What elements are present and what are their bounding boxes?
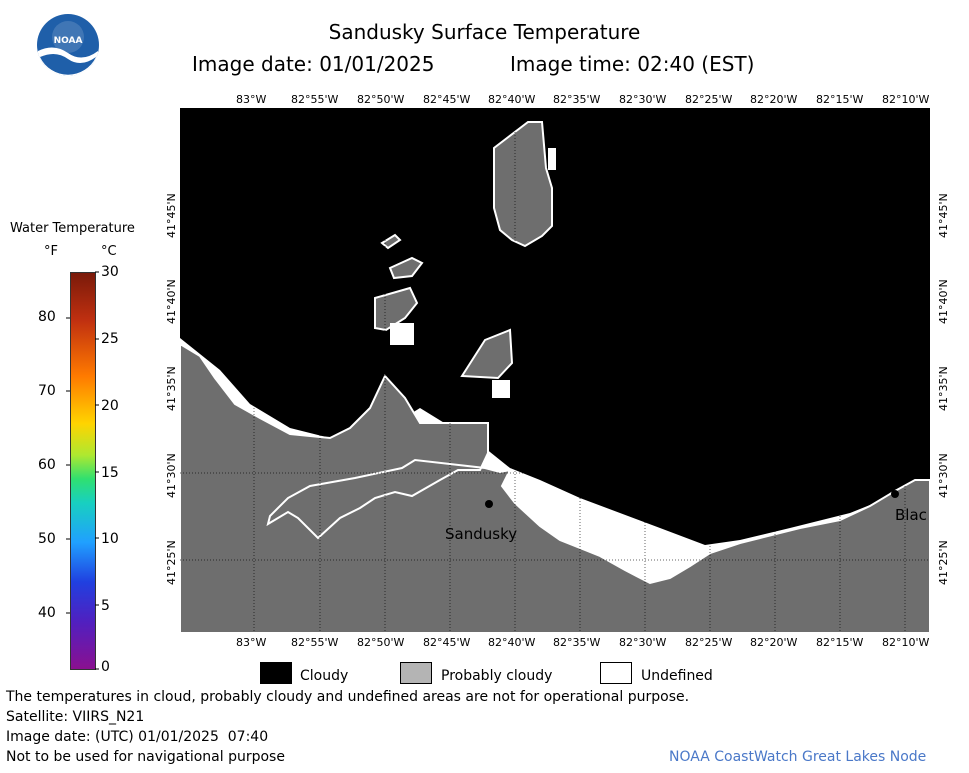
place-label-blac: Blac — [895, 506, 927, 524]
lat-label-left: 41°40'N — [165, 279, 178, 324]
image-time: Image time: 02:40 (EST) — [510, 52, 755, 76]
legend-swatch-undefined — [600, 662, 632, 684]
f-tick-40: 40 — [38, 605, 56, 621]
blac-marker — [891, 490, 899, 498]
probably-cloudy-land — [180, 342, 930, 633]
c-tick-5: 5 — [101, 598, 110, 614]
island-north — [493, 121, 553, 248]
lat-label-right: 41°45'N — [937, 193, 950, 238]
island-west-3 — [380, 233, 402, 250]
lon-label-bottom: 82°55'W — [291, 636, 339, 649]
legend-label-cloudy: Cloudy — [300, 668, 349, 684]
legend-label-probably-cloudy: Probably cloudy — [441, 668, 553, 684]
navigation-warning: Not to be used for navigational purpose — [6, 749, 285, 765]
lon-label-bottom: 83°W — [236, 636, 267, 649]
c-tick-30: 30 — [101, 264, 119, 280]
lon-label-top: 82°45'W — [423, 93, 471, 106]
undefined-patch — [548, 148, 556, 170]
lon-label-bottom: 82°15'W — [816, 636, 864, 649]
colorbar-unit-f: °F — [44, 244, 58, 259]
legend-swatch-probably-cloudy — [400, 662, 432, 684]
legend-swatch-cloudy — [260, 662, 292, 684]
lat-label-left: 41°25'N — [165, 540, 178, 585]
lon-label-top: 82°25'W — [685, 93, 733, 106]
f-tick-50: 50 — [38, 531, 56, 547]
lon-label-top: 82°40'W — [488, 93, 536, 106]
legend-label-undefined: Undefined — [641, 668, 713, 684]
lon-label-bottom: 82°10'W — [882, 636, 930, 649]
image-date: Image date: 01/01/2025 — [192, 52, 435, 76]
graticule — [180, 108, 930, 633]
lon-label-top: 82°50'W — [357, 93, 405, 106]
f-tick-70: 70 — [38, 383, 56, 399]
noaa-logo: NOAA — [37, 14, 99, 77]
c-tick-25: 25 — [101, 331, 119, 347]
colorbar-unit-c: °C — [101, 244, 117, 259]
lon-label-top: 82°30'W — [619, 93, 667, 106]
island-west-1 — [374, 286, 419, 332]
lat-label-right: 41°35'N — [937, 366, 950, 411]
lat-label-right: 41°40'N — [937, 279, 950, 324]
lon-label-top: 83°W — [236, 93, 267, 106]
lon-label-bottom: 82°20'W — [750, 636, 798, 649]
lat-label-right: 41°30'N — [937, 453, 950, 498]
svg-text:NOAA: NOAA — [54, 36, 83, 46]
lon-label-top: 82°15'W — [816, 93, 864, 106]
page-title: Sandusky Surface Temperature — [328, 20, 641, 44]
map-area — [180, 108, 930, 633]
utc-date-text: Image date: (UTC) 01/01/2025 07:40 — [6, 729, 269, 745]
lat-label-right: 41°25'N — [937, 540, 950, 585]
lon-label-top: 82°10'W — [882, 93, 930, 106]
lat-label-left: 41°35'N — [165, 366, 178, 411]
lon-label-top: 82°35'W — [553, 93, 601, 106]
undefined-patch — [492, 380, 510, 398]
c-tick-20: 20 — [101, 398, 119, 414]
lon-label-bottom: 82°50'W — [357, 636, 405, 649]
island-middle — [460, 328, 514, 380]
lon-label-bottom: 82°30'W — [619, 636, 667, 649]
f-tick-80: 80 — [38, 309, 56, 325]
satellite-text: Satellite: VIIRS_N21 — [6, 709, 145, 725]
credit-link[interactable]: NOAA CoastWatch Great Lakes Node — [669, 749, 927, 765]
sandusky-marker — [485, 500, 493, 508]
lon-label-top: 82°55'W — [291, 93, 339, 106]
place-label-sandusky: Sandusky — [445, 525, 518, 543]
undefined-patch — [390, 323, 414, 345]
colorbar-ticks — [66, 271, 99, 670]
c-tick-0: 0 — [101, 659, 110, 675]
f-tick-60: 60 — [38, 457, 56, 473]
lon-label-top: 82°20'W — [750, 93, 798, 106]
lon-label-bottom: 82°35'W — [553, 636, 601, 649]
disclaimer-text: The temperatures in cloud, probably clou… — [6, 689, 690, 705]
lat-label-left: 41°45'N — [165, 193, 178, 238]
colorbar — [70, 272, 96, 670]
lon-label-bottom: 82°45'W — [423, 636, 471, 649]
c-tick-10: 10 — [101, 531, 119, 547]
colorbar-title: Water Temperature — [10, 221, 135, 236]
c-tick-15: 15 — [101, 465, 119, 481]
lat-label-left: 41°30'N — [165, 453, 178, 498]
lon-label-bottom: 82°40'W — [488, 636, 536, 649]
island-west-2 — [388, 256, 424, 280]
lon-label-bottom: 82°25'W — [685, 636, 733, 649]
